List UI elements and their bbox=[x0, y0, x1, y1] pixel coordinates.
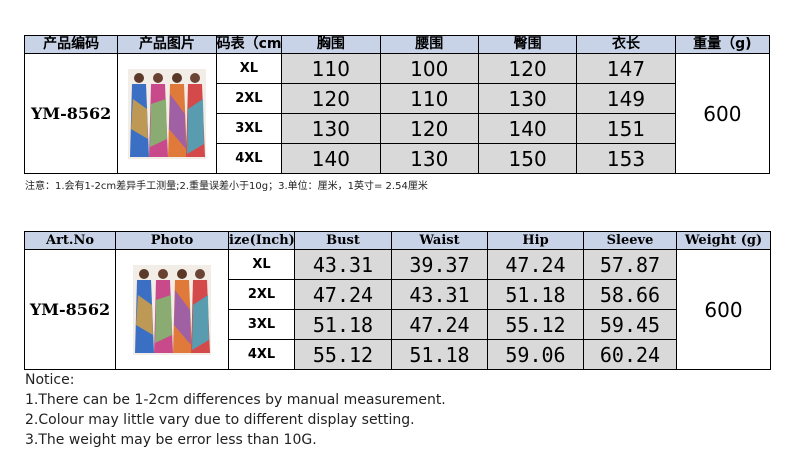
header-waist: Waist bbox=[391, 231, 488, 250]
waist-value: 51.18 bbox=[391, 339, 488, 370]
note-cn: 注意：1.会有1-2cm差异手工测量;2.重量误差小于10g；3.单位：厘米，1… bbox=[25, 181, 428, 192]
waist-value: 130 bbox=[379, 143, 479, 174]
table-row: 2XL 120 110 130 149 bbox=[25, 83, 770, 114]
length-value: 151 bbox=[576, 113, 676, 144]
hip-value: 55.12 bbox=[487, 309, 584, 340]
header-bust: Bust bbox=[294, 231, 392, 250]
bust-value: 43.31 bbox=[294, 249, 392, 280]
notice-line: 2.Colour may little vary due to differen… bbox=[25, 412, 415, 428]
product-photo bbox=[127, 68, 206, 159]
size-table-cn: 产品编码 产品图片 码表（cm 胸围 腰围 臀围 衣长 重量（g) YM-856… bbox=[23, 35, 771, 174]
hip-value: 51.18 bbox=[487, 279, 584, 310]
waist-value: 100 bbox=[379, 53, 479, 84]
table-row: 2XL 47.24 43.31 51.18 58.66 bbox=[25, 279, 771, 310]
waist-value: 120 bbox=[379, 113, 479, 144]
product-photo bbox=[133, 264, 211, 355]
table-row: YM-8562 XL 110 100 120 147 600 bbox=[23, 53, 771, 174]
table-row: 4XL 55.12 51.18 59.06 60.24 bbox=[25, 339, 771, 370]
size-cell: 2XL bbox=[228, 279, 295, 310]
header-size: ize(Inch) bbox=[228, 231, 295, 250]
notice-title: Notice: bbox=[25, 372, 75, 388]
hip-value: 59.06 bbox=[487, 339, 584, 370]
table-row: 4XL 140 130 150 153 bbox=[25, 143, 770, 174]
bust-value: 55.12 bbox=[294, 339, 392, 370]
size-cell: 3XL bbox=[228, 309, 295, 340]
waist-value: 110 bbox=[379, 83, 479, 114]
header-size: 码表（cm bbox=[215, 35, 283, 54]
table-row: YM-8562 XL 43.31 39.37 47.24 57.87 60 bbox=[24, 249, 771, 370]
header-photo: 产品图片 bbox=[117, 35, 217, 54]
hip-value: 47.24 bbox=[487, 249, 584, 280]
sleeve-value: 58.66 bbox=[583, 279, 677, 310]
sleeve-value: 60.24 bbox=[583, 339, 677, 370]
size-table-en: Art.No Photo ize(Inch) Bust Waist Hip Sl… bbox=[24, 231, 771, 370]
length-value: 153 bbox=[576, 143, 676, 174]
product-photo-cell bbox=[115, 249, 229, 370]
size-cell: 2XL bbox=[215, 83, 283, 114]
table-row: 3XL 51.18 47.24 55.12 59.45 bbox=[25, 309, 771, 340]
table-header-row: Art.No Photo ize(Inch) Bust Waist Hip Sl… bbox=[24, 231, 771, 250]
hip-value: 130 bbox=[477, 83, 578, 114]
product-photo-cell bbox=[117, 53, 217, 174]
hip-value: 140 bbox=[477, 113, 578, 144]
notice-line: 1.There can be 1-2cm differences by manu… bbox=[25, 392, 446, 408]
size-cell: 4XL bbox=[215, 143, 283, 174]
header-hip: Hip bbox=[487, 231, 584, 250]
header-waist: 腰围 bbox=[379, 35, 479, 54]
bust-value: 47.24 bbox=[294, 279, 392, 310]
length-value: 149 bbox=[576, 83, 676, 114]
header-bust: 胸围 bbox=[281, 35, 381, 54]
table-row: 3XL 130 120 140 151 bbox=[25, 113, 770, 144]
size-cell: XL bbox=[215, 53, 283, 84]
notice-line: 3.The weight may be error less than 10G. bbox=[25, 432, 317, 448]
length-value: 147 bbox=[576, 53, 676, 84]
header-weight: 重量（g) bbox=[674, 35, 771, 54]
header-sleeve: Sleeve bbox=[583, 231, 677, 250]
hip-value: 150 bbox=[477, 143, 578, 174]
weight-cell: 600 bbox=[674, 53, 771, 174]
header-length: 衣长 bbox=[576, 35, 676, 54]
size-cell: XL bbox=[228, 249, 295, 280]
header-hip: 臀围 bbox=[477, 35, 578, 54]
header-weight: Weight (g) bbox=[676, 231, 771, 250]
sleeve-value: 59.45 bbox=[583, 309, 677, 340]
weight-cell: 600 bbox=[676, 249, 771, 370]
bust-value: 130 bbox=[281, 113, 381, 144]
waist-value: 39.37 bbox=[391, 249, 488, 280]
art-no-cell: YM-8562 bbox=[23, 53, 119, 174]
table-header-row: 产品编码 产品图片 码表（cm 胸围 腰围 臀围 衣长 重量（g) bbox=[23, 35, 771, 54]
hip-value: 120 bbox=[477, 53, 578, 84]
header-art-no: Art.No bbox=[24, 231, 116, 250]
bust-value: 110 bbox=[281, 53, 381, 84]
header-art-no: 产品编码 bbox=[23, 35, 119, 54]
header-photo: Photo bbox=[115, 231, 229, 250]
size-cell: 4XL bbox=[228, 339, 295, 370]
sleeve-value: 57.87 bbox=[583, 249, 677, 280]
bust-value: 120 bbox=[281, 83, 381, 114]
bust-value: 140 bbox=[281, 143, 381, 174]
waist-value: 47.24 bbox=[391, 309, 488, 340]
waist-value: 43.31 bbox=[391, 279, 488, 310]
size-cell: 3XL bbox=[215, 113, 283, 144]
bust-value: 51.18 bbox=[294, 309, 392, 340]
art-no-cell: YM-8562 bbox=[24, 249, 116, 370]
